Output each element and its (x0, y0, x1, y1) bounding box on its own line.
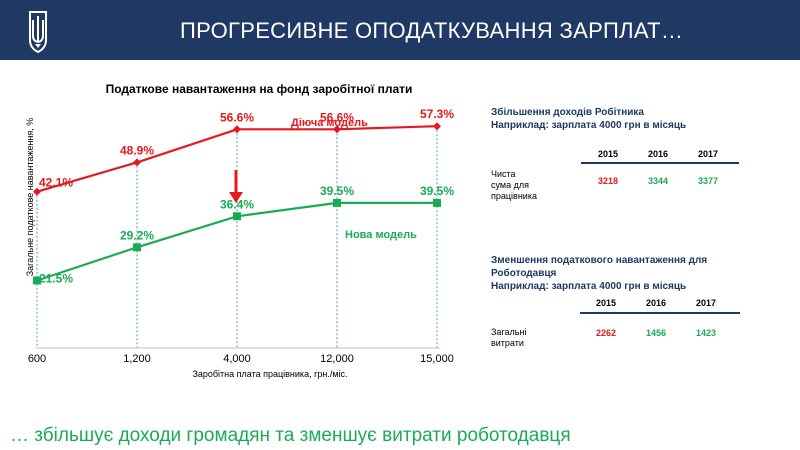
x-tick-label: 4,000 (223, 353, 251, 365)
table1-title-line2: Наприклад: зарплата 4000 грн в місяць (491, 120, 687, 131)
data-label: 48.9% (120, 143, 154, 157)
table1-row-label-line1: Чиста сума для (491, 169, 529, 190)
x-axis-label: Заробітна плата працівника, грн./міс. (192, 369, 347, 379)
table2-title: Зменшення податкового навантаження для Р… (491, 254, 731, 293)
data-point (33, 276, 41, 285)
down-arrow-icon (229, 170, 243, 203)
table2-year-2016: 2016 (646, 298, 667, 308)
data-label: 39.5% (420, 184, 454, 198)
table1-title-line1: Збільшення доходів Робітника (491, 107, 644, 118)
table1-row-label-line2: працівника (491, 191, 537, 201)
table2-value-2017: 1423 (696, 328, 717, 338)
data-point (433, 198, 441, 207)
table2-year-2015: 2015 (596, 298, 617, 308)
table1-value-2016: 3344 (648, 176, 669, 186)
data-point (133, 243, 141, 252)
legend-current-model: Діюча модель (291, 117, 368, 129)
data-label: 21.5% (39, 271, 73, 285)
series-layer: 42.1% 48.9% 56.6% 56.6% 57.3% 21.5% 29.2% 36.4%… (33, 107, 454, 285)
trident-emblem-icon (29, 11, 47, 54)
table1-year-2016: 2016 (648, 149, 669, 159)
table1-year-2015: 2015 (598, 149, 619, 159)
footer-caption: … збільшує доходи громадян та зменшує ви… (10, 425, 571, 446)
table2-header-rule (580, 312, 740, 314)
header-bar: ПРОГРЕСИВНЕ ОПОДАТКУВАННЯ ЗАРПЛАТ… (0, 0, 800, 60)
data-label: 42.1% (39, 176, 73, 190)
table2-value-2016: 1456 (646, 328, 667, 338)
data-point (233, 125, 241, 134)
table2-title-line3: Наприклад: зарплата 4000 грн в місяць (491, 281, 687, 292)
y-axis-label: Загальне податкове навантаження, % (25, 118, 35, 277)
page-title: ПРОГРЕСИВНЕ ОПОДАТКУВАННЯ ЗАРПЛАТ… (180, 18, 684, 43)
table1-row-label: Чиста сума для працівника (491, 169, 537, 202)
table1-value-2015: 3218 (598, 176, 619, 186)
table1-year-2017: 2017 (698, 149, 719, 159)
legend-new-model: Нова модель (345, 229, 417, 241)
data-point (133, 158, 141, 167)
data-label: 39.5% (320, 184, 354, 198)
category-gridlines (36, 126, 438, 348)
x-tick-label: 600 (28, 353, 46, 365)
data-point (333, 125, 341, 134)
table2-year-2017: 2017 (696, 298, 717, 308)
table2-value-2015: 2262 (596, 328, 617, 338)
x-tick-label: 12,000 (320, 353, 354, 365)
tax-burden-chart: Податкове навантаження на фонд заробітно… (25, 82, 454, 379)
x-tick-label: 1,200 (123, 353, 151, 365)
data-point (333, 198, 341, 207)
data-label: 56.6% (320, 110, 354, 124)
data-label: 56.6% (220, 110, 254, 124)
data-point (33, 187, 41, 196)
data-label: 57.3% (420, 107, 454, 121)
table1-title: Збільшення доходів Робітника Наприклад: … (491, 106, 686, 132)
data-label: 36.4% (220, 197, 254, 211)
data-point (233, 212, 241, 221)
data-point (433, 122, 441, 131)
table2-title-line1: Зменшення податкового навантаження для (491, 255, 708, 266)
x-tick-labels: 600 1,200 4,000 12,000 15,000 (28, 353, 454, 365)
x-tick-label: 15,000 (420, 353, 454, 365)
table2-row-label: Загальні витрати (491, 327, 527, 348)
chart-title: Податкове навантаження на фонд заробітно… (106, 82, 413, 96)
table1-header-rule (581, 162, 739, 164)
table1-value-2017: 3377 (698, 176, 719, 186)
table2-title-line2: Роботодавця (491, 268, 557, 279)
data-label: 29.2% (120, 228, 154, 242)
